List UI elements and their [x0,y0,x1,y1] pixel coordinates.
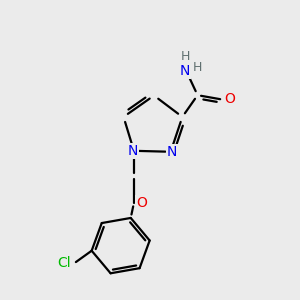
Text: Cl: Cl [57,256,71,270]
Text: H: H [181,50,190,63]
Text: H: H [193,61,202,74]
Text: O: O [225,92,236,106]
Text: N: N [167,145,177,159]
Text: N: N [127,144,138,158]
Text: N: N [180,64,190,78]
Text: O: O [136,196,147,210]
